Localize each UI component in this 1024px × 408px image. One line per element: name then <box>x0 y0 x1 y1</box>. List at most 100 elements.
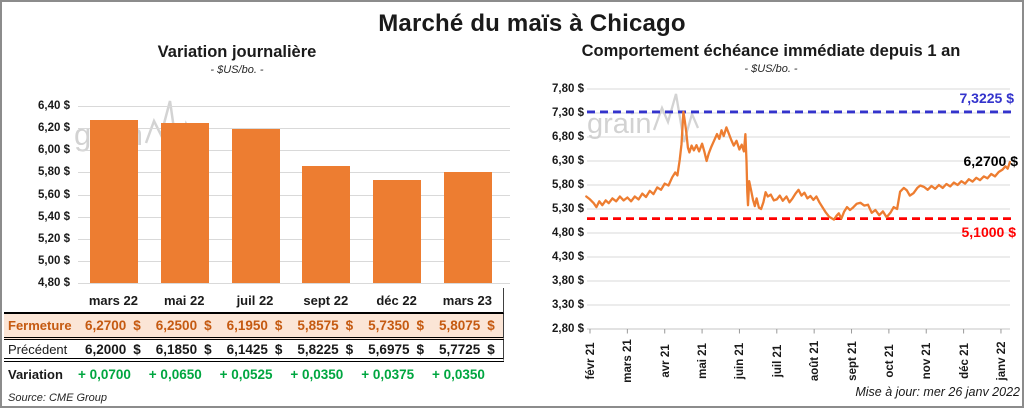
line-y-tick-label: 6,80 $ <box>552 131 584 143</box>
bar-chart-title: Variation journalière <box>157 43 317 61</box>
line-chart-title: Comportement échéance immédiate depuis 1… <box>581 42 961 60</box>
line-x-tick-label: mars 21 <box>622 339 635 383</box>
line-x-tick-label: juin 21 <box>734 342 747 380</box>
last-price-label: 6,2700 $ <box>963 153 1019 170</box>
update-date: Mise à jour: mer 26 janv 2022 <box>855 385 1020 399</box>
currency-symbol: $ <box>274 318 283 333</box>
price-table: mars 22 mai 22 juil 22 sept 22 déc 22 mars 23… <box>4 288 504 386</box>
bar-gridline <box>78 150 510 152</box>
currency-symbol: $ <box>345 318 354 333</box>
value-cell: + 0,0525 <box>219 366 273 382</box>
line-y-tick-label: 3,80 $ <box>552 275 584 287</box>
value-cell: + 0,0350 <box>290 366 344 382</box>
value-cell: 5,8075 $ <box>438 318 495 333</box>
row-label: Variation <box>8 366 63 382</box>
value-cell: 6,1425 $ <box>226 341 283 357</box>
currency-symbol: $ <box>487 318 495 333</box>
line-x-tick-label: nov 21 <box>921 342 934 380</box>
bar-mars 23 <box>444 171 492 283</box>
value-cell: 5,7725 $ <box>438 341 495 357</box>
currency-symbol: $ <box>204 318 212 333</box>
line-y-tick-label: 3,30 $ <box>552 299 584 311</box>
currency-symbol: $ <box>133 318 141 333</box>
value-cell: 6,1950 $ <box>226 318 283 333</box>
page-title: Marché du maïs à Chicago <box>378 10 686 37</box>
line-chart-subtitle: - $US/bo. - <box>744 63 798 75</box>
value-cell: + 0,0375 <box>361 366 415 382</box>
line-x-tick-label: avr 21 <box>659 344 672 378</box>
line-x-tick-label: déc 21 <box>958 343 971 379</box>
bar-gridline <box>78 106 510 107</box>
value-cell: 6,2500 $ <box>155 318 212 333</box>
bar-mai 22 <box>160 122 209 283</box>
line-y-tick-label: 5,30 $ <box>552 203 584 215</box>
bar-gridline <box>78 260 510 262</box>
value-cell: 6,2700 $ <box>84 318 141 333</box>
bar-y-tick-label: 5,60 $ <box>38 188 70 201</box>
line-x-tick-label: août 21 <box>809 340 822 382</box>
line-x-tick-label: juil 21 <box>771 344 784 378</box>
bar-juil 22 <box>231 128 280 283</box>
value-cell: 6,2000 $ <box>84 341 141 357</box>
currency-symbol: $ <box>204 341 212 357</box>
line-y-tick-label: 5,80 $ <box>552 179 584 191</box>
bar-gridline <box>78 238 510 240</box>
bar-y-tick-label: 5,80 $ <box>38 166 70 179</box>
line-x-tick-label: janv 22 <box>995 341 1008 381</box>
table-row-precedent: Précédent 6,2000 $ 6,1850 $ 6,1425 $ 5,8225 $ 5,6… <box>4 340 504 362</box>
bar-gridline <box>78 194 510 196</box>
bar-y-tick-label: 6,00 $ <box>38 144 70 157</box>
annual-low-label: 5,1000 $ <box>961 223 1017 240</box>
value-cell: 6,1850 $ <box>155 341 212 357</box>
line-x-tick-label: sept 21 <box>846 341 859 381</box>
line-y-tick-label: 6,30 $ <box>552 155 584 167</box>
line-y-tick-label: 4,30 $ <box>552 251 584 263</box>
column-header: juil 22 <box>236 292 274 308</box>
row-label: Précédent <box>8 341 68 357</box>
bar-mars 22 <box>90 120 138 283</box>
column-header: mars 22 <box>88 292 138 308</box>
source-note: Source: CME Group <box>8 392 108 404</box>
line-x-tick-label: févr 21 <box>585 342 597 380</box>
column-header: sept 22 <box>303 292 349 308</box>
bar-y-tick-label: 5,40 $ <box>38 210 70 223</box>
currency-symbol: $ <box>345 341 354 357</box>
table-header-row: mars 22 mai 22 juil 22 sept 22 déc 22 mars 23 <box>4 288 504 314</box>
bar-y-tick-label: 6,20 $ <box>38 122 70 135</box>
column-header: mars 23 <box>442 292 492 308</box>
bar-gridline <box>78 283 510 284</box>
line-x-tick-label: mai 21 <box>697 343 710 379</box>
line-y-tick-label: 2,80 $ <box>552 323 584 335</box>
bar-y-tick-label: 6,40 $ <box>38 100 70 112</box>
column-header: mai 22 <box>163 292 205 308</box>
currency-symbol: $ <box>416 341 424 357</box>
value-cell: + 0,0650 <box>148 366 202 382</box>
value-cell: 5,8225 $ <box>297 341 354 357</box>
currency-symbol: $ <box>274 341 283 357</box>
column-header: déc 22 <box>376 292 417 308</box>
bar-y-tick-label: 5,20 $ <box>38 232 70 245</box>
annual-high-label: 7,3225 $ <box>959 89 1015 106</box>
currency-symbol: $ <box>416 318 424 333</box>
line-y-tick-label: 4,80 $ <box>552 227 584 239</box>
value-cell: + 0,0350 <box>431 366 485 382</box>
value-cell: 5,8575 $ <box>297 318 354 333</box>
line-y-tick-label: 7,30 $ <box>552 107 584 119</box>
bar-déc 22 <box>373 179 422 283</box>
bar-y-tick-label: 4,80 $ <box>38 277 70 289</box>
bar-gridline <box>78 172 510 174</box>
bar-gridline <box>78 216 510 218</box>
bar-chart-subtitle: - $US/bo. - <box>210 64 264 76</box>
line-y-tick-label: 7,80 $ <box>552 83 584 95</box>
line-x-tick-label: oct 21 <box>883 344 896 378</box>
value-cell: 5,7350 $ <box>368 318 424 333</box>
value-cell: + 0,0700 <box>78 366 131 382</box>
table-row-fermeture: Fermeture 6,2700 $ 6,2500 $ 6,1950 $ 5,8575 $ 5,7… <box>4 314 504 340</box>
bar-y-tick-label: 5,00 $ <box>38 254 70 267</box>
currency-symbol: $ <box>487 341 495 357</box>
value-cell: 5,6975 $ <box>368 341 424 357</box>
bar-sept 22 <box>302 166 351 283</box>
currency-symbol: $ <box>133 341 141 357</box>
